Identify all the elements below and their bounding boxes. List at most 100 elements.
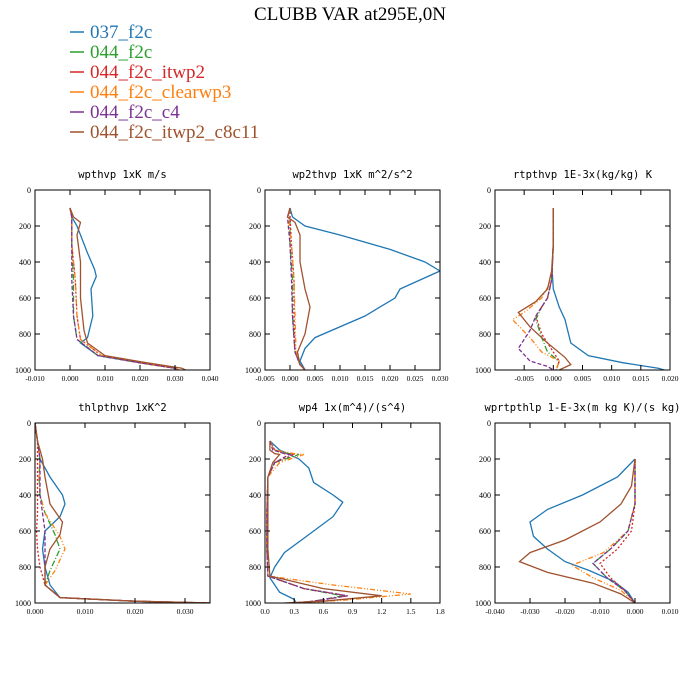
chart-panel: wp2thvp 1xK m^2/s^2 0 200 400 600 800 1000-0.0… bbox=[245, 169, 449, 383]
y-tick-label: 0 bbox=[27, 419, 31, 428]
series-line-044_f2c_itwp2 bbox=[599, 459, 636, 603]
x-tick-label: 0.0 bbox=[260, 607, 270, 616]
x-tick-label: 0.020 bbox=[662, 374, 679, 383]
x-tick-label: 0.040 bbox=[202, 374, 219, 383]
x-tick-label: 0.010 bbox=[603, 374, 620, 383]
x-tick-label: 0.010 bbox=[662, 607, 679, 616]
y-tick-label: 600 bbox=[479, 294, 491, 303]
panel-title: wp2thvp 1xK m^2/s^2 bbox=[292, 169, 412, 181]
y-tick-label: 200 bbox=[19, 222, 31, 231]
legend-label: 044_f2c bbox=[90, 42, 152, 63]
x-tick-label: 0.005 bbox=[574, 374, 591, 383]
y-tick-label: 800 bbox=[19, 563, 31, 572]
y-tick-label: 800 bbox=[19, 330, 31, 339]
x-tick-label: 0.010 bbox=[77, 607, 94, 616]
series-line-044_f2c_itwp2 bbox=[535, 208, 560, 370]
x-tick-label: 1.2 bbox=[377, 607, 387, 616]
x-tick-label: -0.040 bbox=[485, 607, 505, 616]
panel-title: thlpthvp 1xK^2 bbox=[78, 402, 167, 414]
y-tick-label: 600 bbox=[249, 527, 261, 536]
y-tick-label: 1000 bbox=[475, 366, 491, 375]
x-tick-label: 0.015 bbox=[632, 374, 649, 383]
series-line-044_f2c_c4 bbox=[592, 459, 636, 603]
y-tick-label: 400 bbox=[19, 258, 31, 267]
y-tick-label: 600 bbox=[19, 527, 31, 536]
x-tick-label: -0.010 bbox=[590, 607, 610, 616]
series-line-044_f2c_c4 bbox=[266, 440, 348, 603]
legend-label: 044_f2c_clearwp3 bbox=[90, 82, 231, 103]
x-tick-label: 0.030 bbox=[177, 607, 194, 616]
y-tick-label: 400 bbox=[249, 491, 261, 500]
x-tick-label: 0.020 bbox=[382, 374, 399, 383]
series-line-044_f2c_itwp2_c8c11 bbox=[69, 207, 186, 370]
legend: 037_f2c044_f2c044_f2c_itwp2044_f2c_clear… bbox=[70, 22, 259, 143]
y-tick-label: 0 bbox=[257, 186, 261, 195]
y-tick-label: 400 bbox=[479, 258, 491, 267]
panel-title: wpthvp 1xK m/s bbox=[78, 169, 167, 181]
x-tick-label: -0.005 bbox=[255, 374, 275, 383]
x-tick-label: 1.8 bbox=[435, 607, 445, 616]
panel-title: wp4 1x(m^4)/(s^4) bbox=[299, 402, 406, 414]
x-tick-label: -0.010 bbox=[25, 374, 45, 383]
x-tick-label: 0.9 bbox=[348, 607, 358, 616]
x-tick-label: 0.020 bbox=[127, 607, 144, 616]
x-tick-label: 0.000 bbox=[282, 374, 299, 383]
y-tick-label: 200 bbox=[249, 222, 261, 231]
x-tick-label: -0.005 bbox=[514, 374, 534, 383]
y-tick-label: 600 bbox=[19, 294, 31, 303]
panel-title: wprtpthlp 1-E-3x(m kg K)/(s kg) bbox=[485, 402, 681, 414]
figure-title: CLUBB VAR at295E,0N bbox=[254, 4, 446, 25]
x-tick-label: 0.000 bbox=[27, 607, 44, 616]
series-line-044_f2c_itwp2_c8c11 bbox=[267, 441, 382, 603]
panel-title: rtpthvp 1E-3x(kg/kg) K bbox=[513, 169, 653, 181]
x-tick-label: 0.015 bbox=[357, 374, 374, 383]
series-line-044_f2c_itwp2_c8c11 bbox=[35, 423, 210, 603]
x-tick-label: 0.005 bbox=[307, 374, 324, 383]
x-tick-label: 0.030 bbox=[432, 374, 449, 383]
y-tick-label: 1000 bbox=[245, 366, 261, 375]
y-tick-label: 1000 bbox=[475, 599, 491, 608]
x-tick-label: 0.010 bbox=[332, 374, 349, 383]
series-line-044_f2c_c4 bbox=[286, 207, 306, 370]
y-tick-label: 1000 bbox=[15, 366, 31, 375]
legend-label: 044_f2c_itwp2_c8c11 bbox=[90, 122, 259, 143]
plot-frame bbox=[264, 189, 441, 371]
y-tick-label: 800 bbox=[479, 330, 491, 339]
x-tick-label: 0.020 bbox=[132, 374, 149, 383]
y-tick-label: 200 bbox=[249, 455, 261, 464]
series-line-044_f2c_clearwp3 bbox=[287, 207, 306, 370]
y-tick-label: 200 bbox=[19, 455, 31, 464]
y-tick-label: 400 bbox=[479, 491, 491, 500]
y-tick-label: 0 bbox=[487, 419, 491, 428]
series-line-044_f2c_itwp2 bbox=[289, 208, 306, 370]
series-line-037_f2c bbox=[35, 423, 210, 603]
y-tick-label: 1000 bbox=[15, 599, 31, 608]
x-tick-label: -0.030 bbox=[520, 607, 540, 616]
x-tick-label: -0.020 bbox=[555, 607, 575, 616]
x-tick-label: 0.000 bbox=[62, 374, 79, 383]
y-tick-label: 0 bbox=[27, 186, 31, 195]
chart-panel: rtpthvp 1E-3x(kg/kg) K 0 200 400 600 800 1000 -… bbox=[475, 169, 679, 383]
series-line-037_f2c bbox=[69, 207, 179, 370]
y-tick-label: 1000 bbox=[245, 599, 261, 608]
series-line-044_f2c_c4 bbox=[69, 207, 179, 370]
series-line-044_f2c_clearwp3 bbox=[69, 207, 179, 370]
series-line-044_f2c_itwp2_c8c11 bbox=[517, 208, 572, 370]
series-line-044_f2c bbox=[69, 207, 179, 370]
series-line-044_f2c_clearwp3 bbox=[266, 440, 411, 603]
legend-label: 044_f2c_itwp2 bbox=[90, 62, 205, 83]
x-tick-label: 0.010 bbox=[97, 374, 114, 383]
legend-label: 037_f2c bbox=[90, 22, 152, 43]
plot-frame bbox=[264, 422, 441, 604]
series-line-044_f2c_itwp2_c8c11 bbox=[518, 458, 636, 603]
x-tick-label: 0.000 bbox=[545, 374, 562, 383]
y-tick-label: 800 bbox=[479, 563, 491, 572]
y-tick-label: 800 bbox=[249, 563, 261, 572]
x-tick-label: 0.6 bbox=[319, 607, 329, 616]
x-tick-label: 1.5 bbox=[406, 607, 416, 616]
y-tick-label: 200 bbox=[479, 455, 491, 464]
legend-label: 044_f2c_c4 bbox=[90, 102, 180, 123]
